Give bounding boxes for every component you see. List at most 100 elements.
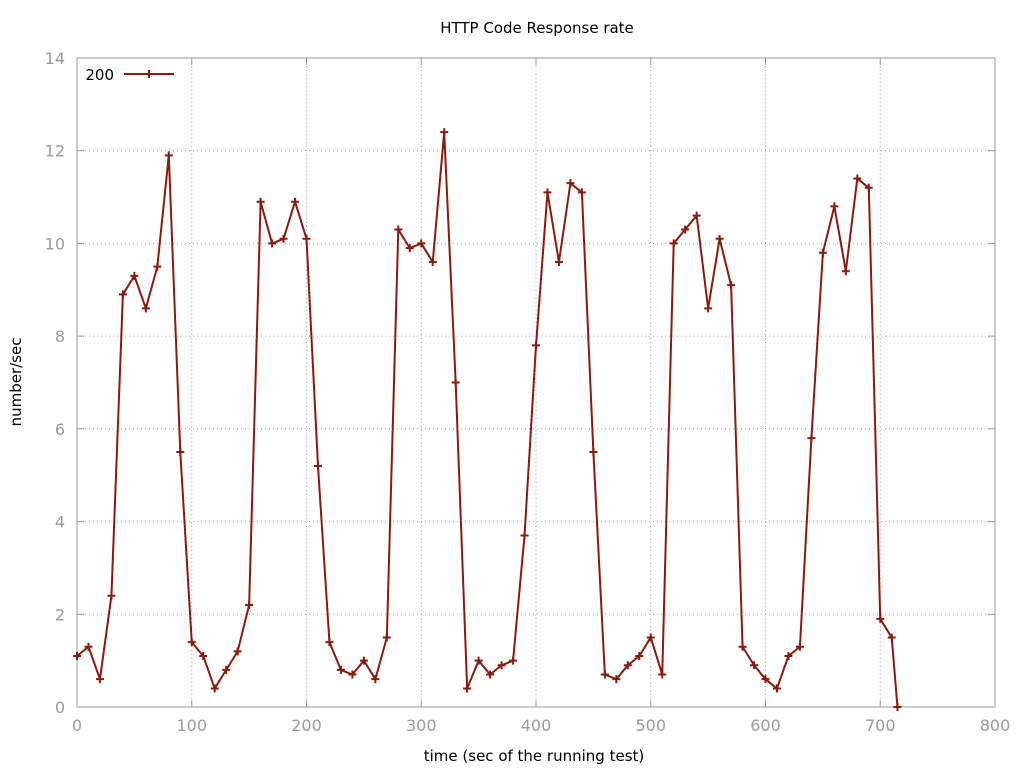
data-point-marker xyxy=(84,642,93,651)
grid-lines xyxy=(77,58,995,707)
data-point-marker xyxy=(359,656,368,665)
data-point-marker xyxy=(222,665,231,674)
data-point-marker xyxy=(176,448,185,457)
data-point-marker xyxy=(784,652,793,661)
data-point-marker xyxy=(245,601,254,610)
data-point-marker xyxy=(348,670,357,679)
data-point-marker xyxy=(233,647,242,656)
data-point-marker xyxy=(893,703,902,711)
data-point-marker xyxy=(187,638,196,647)
x-tick-label: 0 xyxy=(72,716,82,735)
data-point-marker xyxy=(795,642,804,651)
data-point-marker xyxy=(658,670,667,679)
x-tick-label: 700 xyxy=(865,716,896,735)
y-tick-label: 2 xyxy=(55,605,65,624)
data-point-marker xyxy=(73,652,81,661)
x-tick-label: 800 xyxy=(980,716,1011,735)
data-point-marker xyxy=(451,378,460,387)
y-tick-label: 4 xyxy=(55,513,65,532)
data-point-marker xyxy=(164,151,173,160)
data-point-marker xyxy=(715,234,724,243)
data-point-marker xyxy=(130,271,139,280)
data-point-marker xyxy=(600,670,609,679)
data-point-marker xyxy=(577,188,586,197)
data-point-marker xyxy=(474,656,483,665)
y-tick-label: 14 xyxy=(45,49,65,68)
data-point-marker xyxy=(371,675,380,684)
y-axis-title: number/sec xyxy=(7,338,25,427)
x-axis-title: time (sec of the running test) xyxy=(424,747,645,765)
data-point-marker xyxy=(807,434,816,443)
data-point-marker xyxy=(291,197,300,206)
data-point-marker xyxy=(325,638,334,647)
data-point-marker xyxy=(692,211,701,220)
data-point-marker xyxy=(543,188,552,197)
y-tick-label: 8 xyxy=(55,327,65,346)
data-point-marker xyxy=(153,262,162,271)
data-point-marker xyxy=(405,244,414,253)
data-point-marker xyxy=(417,239,426,248)
data-point-marker xyxy=(635,652,644,661)
y-tick-label: 6 xyxy=(55,420,65,439)
data-point-marker xyxy=(761,675,770,684)
data-point-marker xyxy=(336,665,345,674)
data-point-marker xyxy=(509,656,518,665)
data-point-marker xyxy=(841,267,850,276)
legend-label: 200 xyxy=(85,66,114,84)
data-point-marker xyxy=(313,461,322,470)
data-point-marker xyxy=(864,183,873,192)
data-point-marker xyxy=(256,197,265,206)
data-point-marker xyxy=(554,257,563,266)
data-point-marker xyxy=(394,225,403,234)
x-tick-label: 400 xyxy=(521,716,552,735)
data-point-marker xyxy=(853,174,862,183)
data-point-marker xyxy=(623,661,632,670)
data-point-marker xyxy=(876,614,885,623)
data-point-marker xyxy=(887,633,896,642)
data-point-marker xyxy=(199,652,208,661)
data-point-marker xyxy=(268,239,277,248)
data-point-marker xyxy=(486,670,495,679)
data-point-marker xyxy=(704,304,713,313)
x-tick-label: 500 xyxy=(635,716,666,735)
data-point-marker xyxy=(566,179,575,188)
data-point-marker xyxy=(612,675,621,684)
data-point-marker xyxy=(532,341,540,350)
y-tick-label: 0 xyxy=(55,698,65,717)
data-point-marker xyxy=(118,290,127,299)
x-tick-label: 100 xyxy=(176,716,207,735)
data-point-marker xyxy=(279,234,288,243)
data-point-marker xyxy=(818,248,827,257)
data-point-marker xyxy=(141,304,150,313)
data-point-marker xyxy=(497,661,506,670)
data-point-marker xyxy=(727,281,736,290)
data-point-marker xyxy=(589,448,598,457)
data-point-marker xyxy=(646,633,655,642)
legend-marker-plus-icon xyxy=(145,70,153,78)
y-tick-label: 10 xyxy=(45,234,65,253)
data-point-marker xyxy=(463,684,472,693)
axis-ticks: 0 100 200 300 400 500 600 700 800 0 2 4 6 8 10 12 14 xyxy=(45,49,1011,735)
y-tick-label: 12 xyxy=(45,142,65,161)
data-point-marker xyxy=(750,661,759,670)
data-point-marker xyxy=(772,684,781,693)
data-point-marker xyxy=(738,642,747,651)
x-tick-label: 300 xyxy=(406,716,437,735)
x-tick-label: 200 xyxy=(291,716,322,735)
series-200 xyxy=(73,128,902,711)
data-point-marker xyxy=(210,684,219,693)
data-point-marker xyxy=(830,202,839,211)
data-point-marker xyxy=(440,128,449,137)
data-point-marker xyxy=(302,234,311,243)
data-point-marker xyxy=(382,633,391,642)
data-point-marker xyxy=(681,225,690,234)
legend: 200 xyxy=(85,66,174,84)
x-tick-label: 600 xyxy=(750,716,781,735)
data-point-marker xyxy=(428,257,437,266)
data-point-marker xyxy=(669,239,678,248)
data-point-marker xyxy=(520,531,529,540)
chart-title: HTTP Code Response rate xyxy=(440,19,634,37)
data-point-marker xyxy=(95,675,104,684)
